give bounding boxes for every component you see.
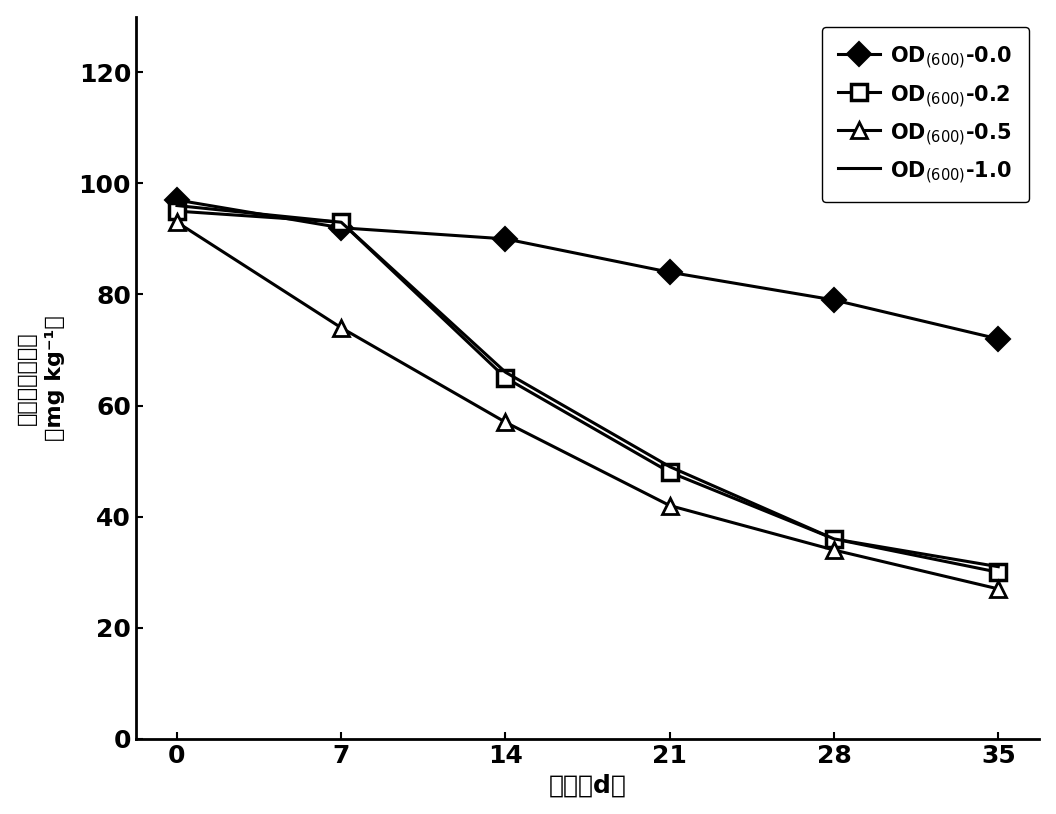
OD$_{(600)}$-0.2 bbox=[992, 567, 1004, 577]
OD$_{(600)}$-0.5 bbox=[828, 545, 841, 555]
OD$_{(600)}$-1.0 bbox=[828, 534, 841, 544]
OD$_{(600)}$-1.0 bbox=[171, 201, 184, 211]
OD$_{(600)}$-0.5 bbox=[663, 501, 676, 510]
X-axis label: 时间（d）: 时间（d） bbox=[549, 773, 626, 798]
OD$_{(600)}$-1.0 bbox=[663, 462, 676, 471]
OD$_{(600)}$-0.0 bbox=[171, 195, 184, 205]
Line: OD$_{(600)}$-0.0: OD$_{(600)}$-0.0 bbox=[169, 191, 1006, 348]
OD$_{(600)}$-0.5 bbox=[335, 323, 347, 333]
Line: OD$_{(600)}$-1.0: OD$_{(600)}$-1.0 bbox=[177, 206, 998, 567]
Line: OD$_{(600)}$-0.2: OD$_{(600)}$-0.2 bbox=[169, 204, 1006, 580]
OD$_{(600)}$-0.0 bbox=[663, 267, 676, 277]
OD$_{(600)}$-0.5 bbox=[499, 418, 512, 427]
OD$_{(600)}$-1.0 bbox=[499, 367, 512, 377]
OD$_{(600)}$-0.2 bbox=[828, 534, 841, 544]
OD$_{(600)}$-0.2 bbox=[663, 467, 676, 477]
OD$_{(600)}$-0.5 bbox=[171, 217, 184, 227]
OD$_{(600)}$-0.0 bbox=[499, 234, 512, 243]
OD$_{(600)}$-0.2 bbox=[171, 206, 184, 216]
OD$_{(600)}$-0.2 bbox=[335, 217, 347, 227]
OD$_{(600)}$-1.0 bbox=[992, 562, 1004, 571]
Legend: OD$_{(600)}$-0.0, OD$_{(600)}$-0.2, OD$_{(600)}$-0.5, OD$_{(600)}$-1.0: OD$_{(600)}$-0.0, OD$_{(600)}$-0.2, OD$_… bbox=[822, 27, 1029, 203]
OD$_{(600)}$-0.5 bbox=[992, 584, 1004, 593]
OD$_{(600)}$-1.0 bbox=[335, 217, 347, 227]
Y-axis label: 总多环芳烃含量
（mg kg⁻¹）: 总多环芳烃含量 （mg kg⁻¹） bbox=[17, 315, 64, 440]
Line: OD$_{(600)}$-0.5: OD$_{(600)}$-0.5 bbox=[169, 214, 1006, 597]
OD$_{(600)}$-0.0 bbox=[335, 223, 347, 233]
OD$_{(600)}$-0.2 bbox=[499, 373, 512, 383]
OD$_{(600)}$-0.0 bbox=[828, 295, 841, 305]
OD$_{(600)}$-0.0 bbox=[992, 334, 1004, 344]
